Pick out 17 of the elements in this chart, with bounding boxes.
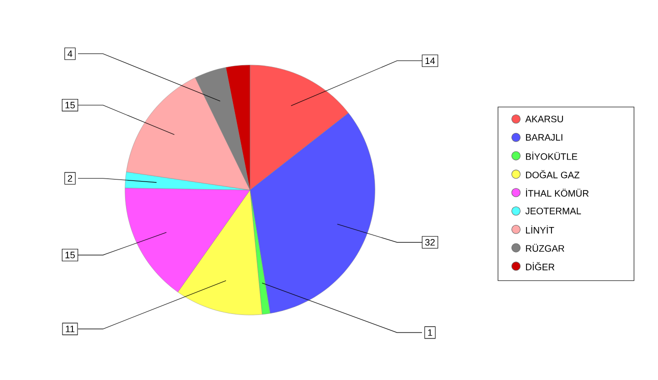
legend-label: AKARSU [525,116,563,122]
legend-label: İTHAL KÖMÜR [526,188,589,197]
data-label: 15 [66,252,75,258]
legend-label: LİNYİT [526,225,554,234]
data-label: 1 [428,329,432,336]
data-label: 32 [425,239,435,246]
legend-label: RÜZGAR [526,244,564,252]
data-label: 4 [68,50,72,57]
legend-label: BİYOKÜTLE [526,152,578,160]
data-label: 14 [426,58,435,64]
legend-label: DOĞAL GAZ [526,170,580,178]
legend-label: JEOTERMAL [525,208,581,214]
legend-label: DİĞER [526,262,554,270]
data-label: 11 [66,326,74,332]
data-label: 15 [66,102,75,108]
data-label: 2 [68,175,72,182]
legend-label: BARAJLI [526,134,562,141]
